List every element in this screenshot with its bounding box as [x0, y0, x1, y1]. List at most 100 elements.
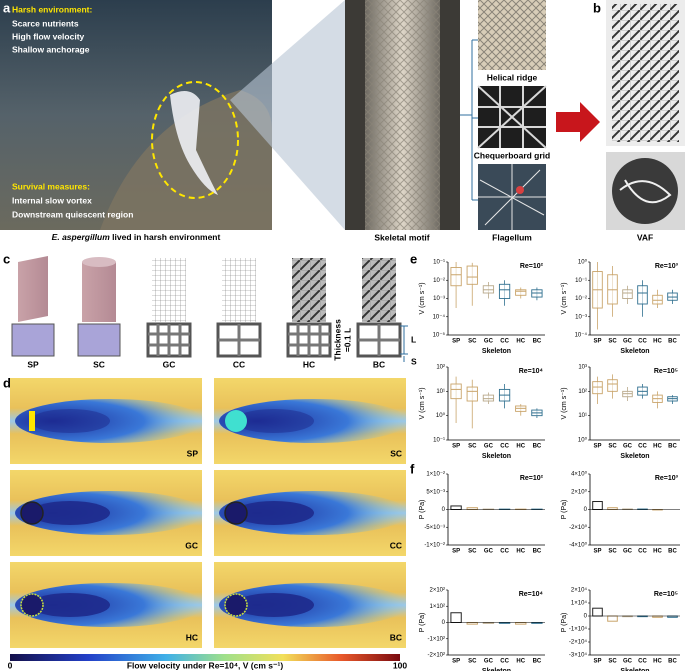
vaf-top — [612, 158, 678, 224]
box — [592, 381, 603, 395]
y-axis-label: P (Pa) — [561, 613, 568, 633]
y-tick-label: 10⁻¹ — [433, 438, 445, 444]
caption: Flagellum — [492, 232, 532, 242]
caption: E. aspergillum lived in harsh environmen… — [52, 232, 221, 242]
box — [515, 289, 527, 296]
wake-core — [234, 593, 314, 617]
x-tick-label: CC — [638, 659, 647, 665]
bar — [607, 615, 618, 622]
y-tick-label: 0 — [442, 620, 446, 626]
x-tick-label: SP — [593, 659, 601, 665]
model-label: HC — [303, 359, 315, 369]
colorbar-min: 0 — [8, 660, 13, 670]
arrow — [556, 102, 600, 142]
y-tick-label: 10⁰ — [578, 259, 588, 266]
x-axis-label: Skeleton — [482, 348, 511, 355]
y-tick-label: -4×10⁰ — [569, 542, 588, 549]
panel-label: c — [3, 251, 10, 266]
flow-label: SC — [390, 448, 402, 458]
axis — [447, 262, 545, 336]
bar — [592, 607, 603, 617]
y-tick-label: 10¹ — [436, 389, 445, 395]
x-tick-label: GC — [484, 339, 494, 345]
x-tick-label: GC — [623, 444, 633, 450]
y-tick-label: 2×10⁰ — [571, 488, 588, 495]
connector — [460, 39, 478, 201]
box — [450, 267, 462, 287]
inset-bc-grid — [358, 324, 400, 356]
y-tick-label: 0 — [442, 507, 446, 513]
harsh-item: Shallow anchorage — [12, 44, 90, 54]
re-label: Re=10⁵ — [654, 368, 678, 375]
bar — [450, 505, 462, 511]
y-tick-label: 10⁻¹ — [433, 260, 445, 266]
y-tick-label: -2×10⁰ — [569, 524, 588, 531]
axis — [447, 367, 545, 441]
survival-item: Internal slow vortex — [12, 195, 92, 205]
y-tick-label: 10⁻² — [433, 278, 445, 284]
x-tick-label: SP — [452, 444, 460, 450]
panel-label: a — [3, 0, 11, 15]
y-tick-label: 10⁻³ — [433, 296, 445, 302]
x-tick-label: GC — [623, 659, 633, 665]
y-tick-label: 0 — [584, 614, 588, 620]
caption: Skeletal motif — [374, 232, 429, 242]
survival-item: Downstream quiescent region — [12, 209, 133, 219]
y-tick-label: 10⁰ — [436, 412, 446, 419]
x-tick-label: CC — [500, 339, 509, 345]
x-tick-label: BC — [668, 444, 677, 450]
x-tick-label: SC — [608, 339, 617, 345]
y-axis-label: V (cm s⁻¹) — [419, 387, 426, 419]
x-tick-label: SC — [608, 549, 617, 555]
thickness-label: =0.1 L — [342, 328, 352, 352]
flow-label: CC — [390, 540, 402, 550]
x-tick-label: HC — [516, 659, 525, 665]
model-gc — [152, 258, 186, 322]
dim-s: S — [411, 356, 417, 366]
model-hc-helix — [292, 258, 326, 322]
re-label: Re=10³ — [655, 475, 679, 482]
y-tick-label: 0 — [584, 507, 588, 513]
flow-label: HC — [186, 632, 198, 642]
y-tick-label: 10⁻³ — [575, 314, 587, 320]
spicules — [478, 164, 546, 230]
x-tick-label: BC — [533, 659, 542, 665]
axis — [589, 367, 680, 441]
inset-cc-grid — [218, 324, 260, 356]
x-tick-label: SC — [608, 659, 617, 665]
caption: VAF — [637, 232, 653, 242]
y-axis-label: P (Pa) — [419, 500, 426, 520]
lattice — [365, 0, 440, 230]
body — [224, 501, 248, 525]
survival-title: Survival measures: — [12, 181, 90, 191]
highlight — [151, 81, 239, 199]
x-tick-label: BC — [668, 659, 677, 665]
x-axis-label: Skeleton — [620, 348, 649, 355]
harsh-item: High flow velocity — [12, 31, 85, 41]
body — [225, 410, 247, 432]
box — [498, 283, 511, 299]
y-tick-label: 10⁻⁵ — [433, 332, 446, 339]
x-tick-label: CC — [638, 444, 647, 450]
thickness-label: Thickness — [332, 319, 342, 361]
y-tick-label: 10⁻¹ — [575, 278, 587, 284]
x-tick-label: HC — [653, 549, 662, 555]
body — [224, 593, 248, 617]
y-tick-label: 4×10⁰ — [571, 471, 588, 478]
y-tick-label: 1×10⁴ — [571, 600, 588, 607]
x-tick-label: SC — [608, 444, 617, 450]
flow-label: BC — [390, 632, 402, 642]
x-tick-label: SP — [593, 339, 601, 345]
box — [607, 379, 618, 392]
y-axis-label: P (Pa) — [561, 500, 568, 520]
box — [652, 294, 663, 305]
models — [11, 256, 408, 362]
y-axis-label: V (cm s⁻¹) — [561, 387, 568, 419]
x-tick-label: CC — [500, 659, 509, 665]
x-tick-label: SC — [468, 444, 477, 450]
re-label: Re=10² — [520, 263, 544, 270]
x-tick-label: GC — [623, 549, 633, 555]
x-tick-label: HC — [516, 444, 525, 450]
x-tick-label: BC — [668, 339, 677, 345]
model-sp — [18, 256, 48, 322]
